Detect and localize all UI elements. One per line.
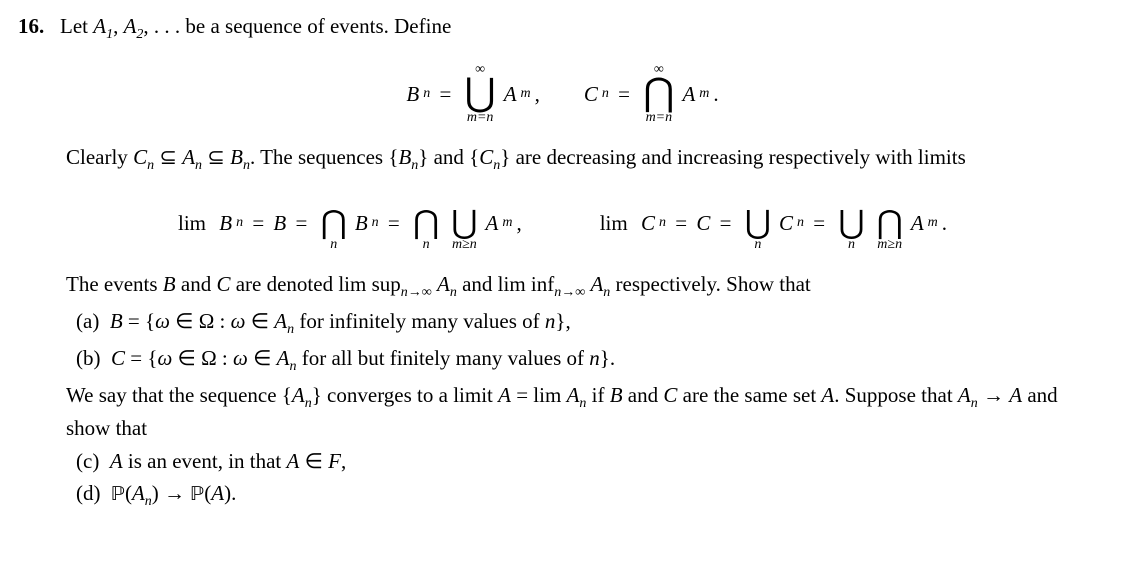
events-paragraph: The events B and C are denoted lim supn→… <box>18 270 1107 303</box>
equation-1-display: Bn = ∞⋃m=n Am ,Cn = ∞⋂m=n Am . <box>18 63 1107 125</box>
first-line: 16. Let A1, A2, . . . be a sequence of e… <box>18 12 1107 45</box>
part-b: (b) C = {ω ∈ Ω : ω ∈ An for all but fini… <box>18 344 1107 377</box>
intro-text: Let A1, A2, . . . be a sequence of event… <box>60 14 451 38</box>
part-c: (c) A is an event, in that A ∈ F, <box>18 447 1107 475</box>
problem-number: 16. <box>18 14 44 38</box>
converge-paragraph: We say that the sequence {An} converges … <box>18 381 1107 442</box>
part-d: (d) ℙ(An) → ℙ(A). <box>18 479 1107 512</box>
part-a: (a) B = {ω ∈ Ω : ω ∈ An for infinitely m… <box>18 307 1107 340</box>
clearly-paragraph: Clearly Cn ⊆ An ⊆ Bn. The sequences {Bn}… <box>18 143 1107 176</box>
equation-2-display: lim Bn = B = ⋂n Bn = ⋂n⋃m≥n Am ,lim Cn =… <box>18 194 1107 252</box>
